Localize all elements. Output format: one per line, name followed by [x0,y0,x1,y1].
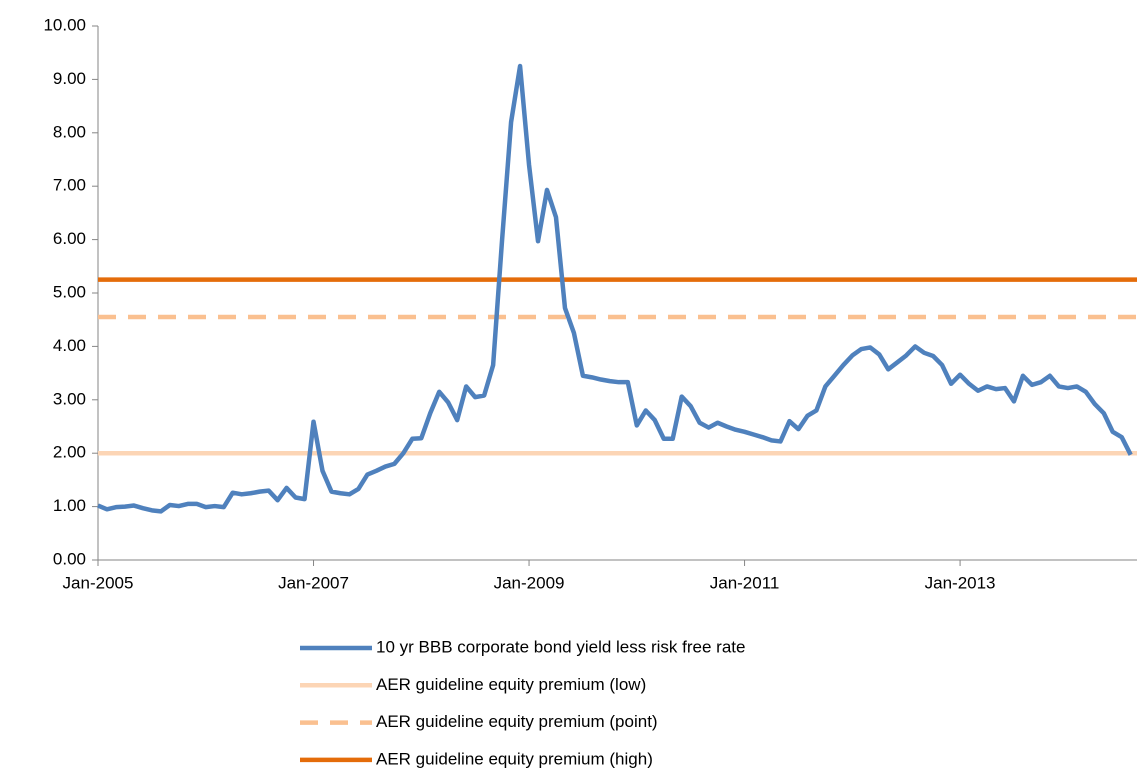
y-tick-label: 4.00 [53,336,86,355]
legend-label: 10 yr BBB corporate bond yield less risk… [376,637,745,656]
legend-label: AER guideline equity premium (point) [376,712,658,731]
x-tick-label: Jan-2013 [925,573,996,592]
y-tick-label: 6.00 [53,229,86,248]
legend-label: AER guideline equity premium (high) [376,749,653,768]
y-tick-label: 1.00 [53,496,86,515]
x-tick-label: Jan-2011 [710,573,780,592]
x-tick-label: Jan-2005 [63,573,134,592]
y-tick-label: 10.00 [43,15,86,34]
y-tick-label: 9.00 [53,69,86,88]
x-tick-label: Jan-2007 [278,573,349,592]
data-line [97,63,1133,514]
y-tick-label: 5.00 [53,282,86,301]
legend-label: AER guideline equity premium (low) [376,675,646,694]
y-tick-label: 2.00 [53,443,86,462]
y-tick-label: 0.00 [53,549,86,568]
y-tick-label: 8.00 [53,122,86,141]
x-tick-label: Jan-2009 [494,573,565,592]
y-tick-label: 7.00 [53,176,86,195]
y-tick-label: 3.00 [53,389,86,408]
